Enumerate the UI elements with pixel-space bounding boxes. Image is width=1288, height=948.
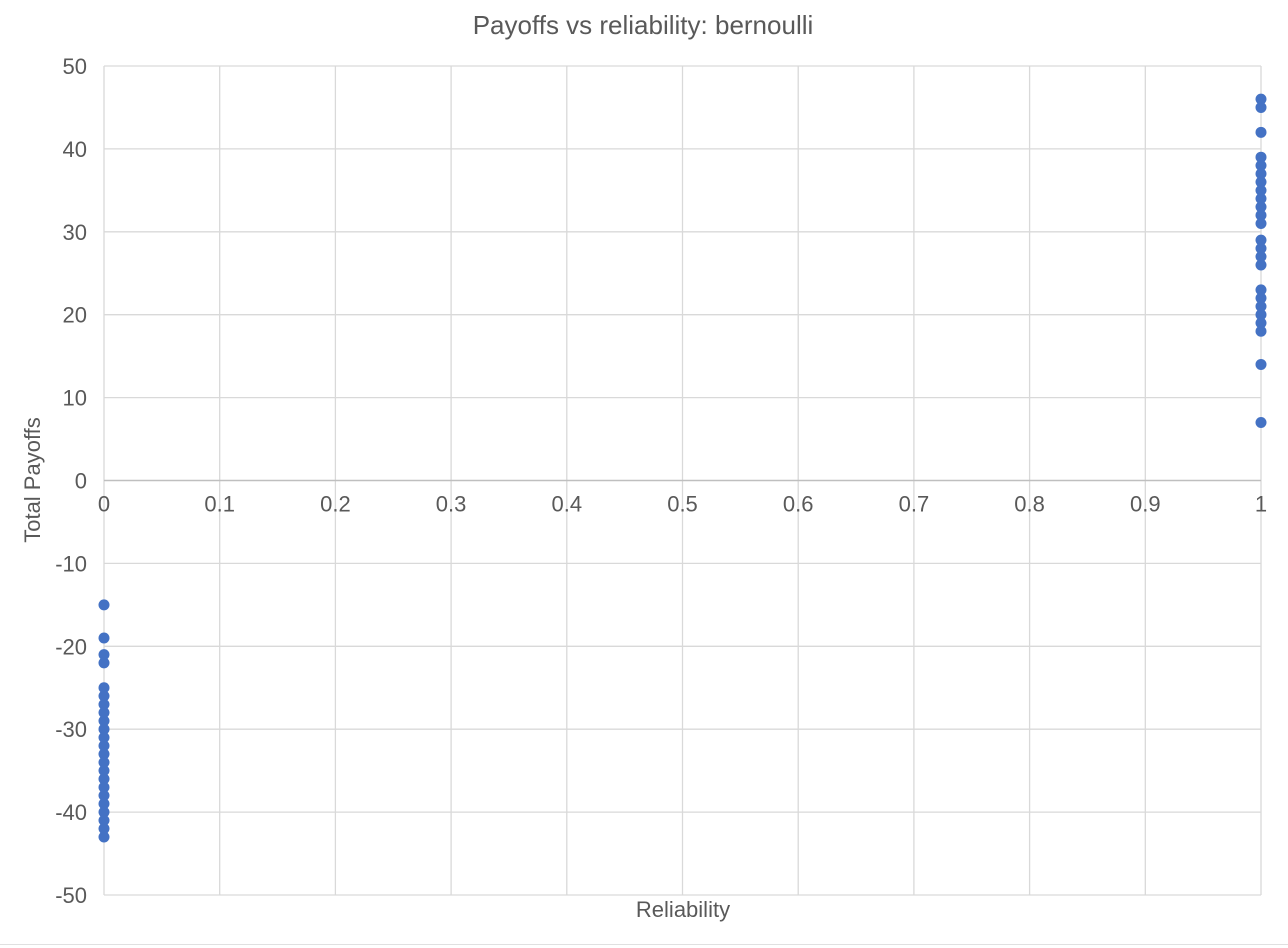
y-tick-label: 30 — [63, 220, 87, 245]
data-point — [1255, 309, 1267, 321]
data-point — [98, 756, 110, 768]
y-tick-label: -40 — [55, 800, 87, 825]
data-point — [98, 690, 110, 702]
x-tick-label: 1 — [1255, 492, 1267, 517]
data-point — [1255, 292, 1267, 304]
data-point — [1255, 234, 1267, 246]
y-tick-label: 10 — [63, 386, 87, 411]
data-point — [1255, 209, 1267, 221]
y-tick-label: -20 — [55, 634, 87, 659]
data-point — [98, 765, 110, 777]
data-point — [1255, 251, 1267, 263]
bottom-divider — [0, 944, 1288, 945]
y-tick-label: -10 — [55, 551, 87, 576]
y-tick-label: 50 — [63, 54, 87, 79]
data-point — [1255, 101, 1267, 113]
x-tick-labels: 0 0.1 0.2 0.3 0.4 0.5 0.6 0.7 0.8 0.9 1 — [98, 492, 1267, 517]
data-point — [98, 698, 110, 710]
data-point — [1255, 317, 1267, 329]
data-point — [98, 790, 110, 802]
x-tick-label: 0.1 — [204, 492, 235, 517]
data-point — [98, 781, 110, 793]
data-point — [98, 806, 110, 818]
data-point — [98, 773, 110, 785]
data-point — [1255, 176, 1267, 188]
data-points — [98, 93, 1267, 843]
data-point — [98, 599, 110, 611]
x-tick-label: 0.6 — [783, 492, 814, 517]
data-point — [98, 723, 110, 735]
data-point — [1255, 168, 1267, 180]
data-point — [1255, 126, 1267, 138]
data-point — [98, 748, 110, 760]
chart-title: Payoffs vs reliability: bernoulli — [473, 10, 814, 40]
data-point — [1255, 193, 1267, 205]
data-point — [1255, 93, 1267, 105]
x-tick-label: 0.3 — [436, 492, 467, 517]
data-point — [98, 707, 110, 719]
x-tick-label: 0.5 — [667, 492, 698, 517]
data-point — [1255, 300, 1267, 312]
x-tick-label: 0.2 — [320, 492, 351, 517]
x-tick-label: 0.8 — [1014, 492, 1045, 517]
data-point — [1255, 201, 1267, 213]
x-tick-label: 0.9 — [1130, 492, 1161, 517]
data-point — [98, 715, 110, 727]
y-tick-label: -50 — [55, 883, 87, 908]
data-point — [98, 823, 110, 835]
y-tick-label: 20 — [63, 303, 87, 328]
data-point — [1255, 159, 1267, 171]
data-point — [1255, 151, 1267, 163]
y-tick-labels: 50 40 30 20 10 0 -10 -20 -30 -40 -50 — [55, 54, 87, 908]
data-point — [98, 649, 110, 661]
data-point — [98, 682, 110, 694]
data-point — [1255, 416, 1267, 428]
data-point — [1255, 218, 1267, 230]
data-point — [1255, 242, 1267, 254]
x-axis-label: Reliability — [636, 897, 730, 922]
data-point — [98, 831, 110, 843]
data-point — [98, 657, 110, 669]
data-point — [1255, 284, 1267, 296]
y-tick-label: -30 — [55, 717, 87, 742]
x-tick-label: 0 — [98, 492, 110, 517]
x-tick-label: 0.4 — [552, 492, 583, 517]
data-point — [98, 814, 110, 826]
data-point — [1255, 325, 1267, 337]
data-point — [98, 731, 110, 743]
x-tick-label: 0.7 — [899, 492, 930, 517]
y-axis-label: Total Payoffs — [20, 417, 45, 543]
data-point — [98, 632, 110, 644]
data-point — [98, 798, 110, 810]
y-tick-label: 40 — [63, 137, 87, 162]
data-point — [98, 740, 110, 752]
y-tick-label: 0 — [75, 469, 87, 494]
data-point — [1255, 358, 1267, 370]
data-point — [1255, 259, 1267, 271]
data-point — [1255, 184, 1267, 196]
